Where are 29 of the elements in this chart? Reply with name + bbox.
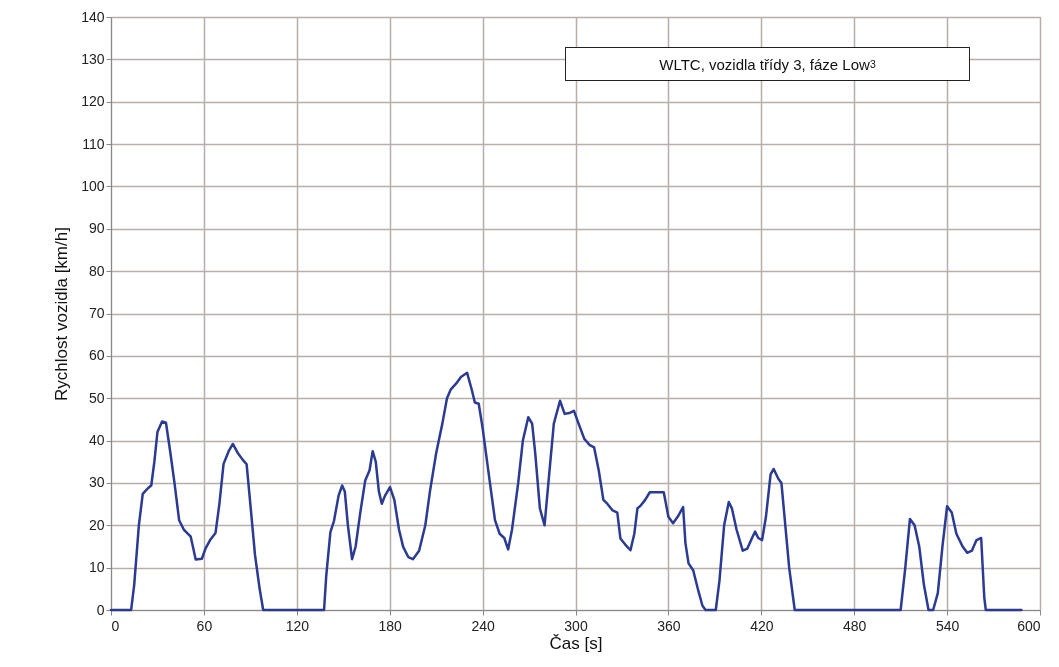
x-tick-label: 600	[1017, 617, 1041, 634]
y-tick-label: 140	[81, 8, 105, 25]
x-tick-label: 420	[750, 617, 774, 634]
x-tick-label: 240	[471, 617, 495, 634]
y-tick-label: 90	[88, 220, 105, 237]
y-tick-label: 130	[81, 50, 105, 67]
line-series	[109, 371, 1023, 612]
y-tick-label: 70	[88, 305, 105, 321]
x-tick-label: 120	[285, 617, 310, 634]
y-tick-label: 20	[88, 516, 105, 533]
y-tick-label: 40	[88, 432, 105, 449]
x-axis-title: Čas [s]	[549, 633, 603, 653]
y-tick-label: 0	[96, 601, 105, 618]
y-axis-title: Rychlost vozidla [km/h]	[52, 227, 72, 401]
y-tick-label: 10	[88, 559, 105, 576]
y-tick-label: 80	[88, 262, 105, 279]
y-tick-label: 110	[82, 135, 105, 152]
y-tick-label: 50	[88, 389, 105, 406]
x-tick-label: 300	[564, 617, 588, 634]
x-tick-label: 480	[843, 617, 867, 634]
y-tick-label: 120	[81, 93, 105, 110]
x-tick-label: 0	[111, 617, 120, 634]
x-tick-label: 540	[935, 617, 960, 634]
x-tick-label: 180	[378, 617, 403, 634]
x-tick-label: 60	[196, 617, 213, 634]
y-tick-label: 60	[88, 347, 105, 364]
x-tick-label: 360	[657, 617, 681, 634]
y-tick-label: 30	[88, 474, 105, 491]
y-tick-label: 100	[81, 177, 105, 194]
